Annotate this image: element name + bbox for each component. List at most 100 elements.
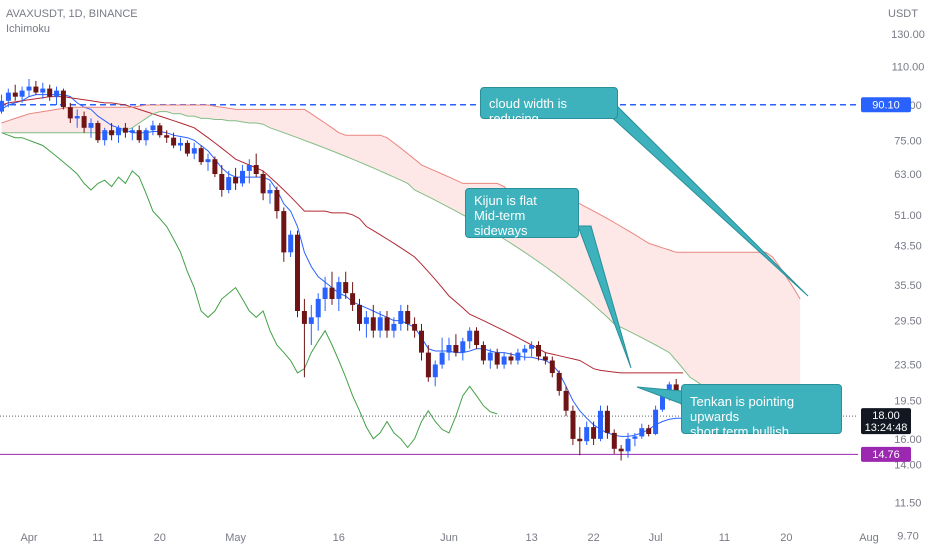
price-tag-countdown: 13:24:48 bbox=[865, 422, 908, 434]
cloud-segment bbox=[352, 135, 360, 163]
indicator-title: Ichimoku bbox=[6, 23, 51, 35]
cloud-segment bbox=[690, 252, 697, 382]
callout-kijun[interactable]: Kijun is flat Mid-term sideways bbox=[465, 188, 579, 238]
cloud-segment bbox=[793, 287, 801, 389]
cloud-segment bbox=[29, 112, 36, 133]
candle-body bbox=[157, 125, 163, 136]
cloud-segment bbox=[655, 245, 663, 349]
candle-body bbox=[267, 190, 273, 194]
y-tick-label: 35.50 bbox=[894, 280, 922, 292]
cloud-segment bbox=[752, 252, 759, 401]
cloud-segment bbox=[449, 177, 456, 212]
candle-body bbox=[563, 390, 569, 411]
price-tag-18.00 bbox=[861, 408, 911, 435]
price-tag-value: 14.76 bbox=[872, 449, 900, 461]
cloud-segment bbox=[166, 105, 174, 114]
candle-body bbox=[646, 428, 652, 434]
candle-body bbox=[515, 352, 521, 361]
cloud-segment bbox=[276, 109, 284, 133]
cloud-segment bbox=[249, 109, 257, 123]
cloud-segment bbox=[15, 116, 23, 133]
cloud-segment bbox=[49, 109, 57, 133]
candle-body bbox=[522, 348, 528, 353]
candle-body bbox=[384, 317, 390, 331]
candle-body bbox=[474, 330, 480, 345]
x-tick-label: Jun bbox=[440, 532, 458, 544]
candle-body bbox=[198, 148, 204, 163]
price-axis[interactable]: 9.70 11.50 14.00 16.00 19.50 23.50 29.50 35.50 4… bbox=[891, 29, 925, 543]
price-tag-90.10 bbox=[861, 97, 911, 113]
cloud-segment bbox=[125, 107, 133, 131]
line-chikou bbox=[1, 132, 498, 449]
price-tag-value: 90.10 bbox=[872, 99, 900, 111]
cloud-segment bbox=[228, 108, 236, 121]
candle-body bbox=[178, 142, 183, 146]
x-tick-label: 13 bbox=[525, 532, 537, 544]
x-tick-label: May bbox=[225, 532, 246, 544]
candle-body bbox=[12, 92, 18, 97]
cloud-segment bbox=[765, 252, 773, 396]
cloud-segment bbox=[779, 266, 787, 389]
cloud-segment bbox=[662, 247, 670, 353]
candle-body bbox=[95, 123, 101, 141]
cloud-segment bbox=[1, 120, 9, 133]
candle-body bbox=[529, 345, 535, 349]
candle-body bbox=[453, 345, 459, 353]
cloud-segment bbox=[214, 106, 222, 120]
candle-body bbox=[549, 360, 555, 373]
candle-body bbox=[253, 165, 259, 174]
price-tag-value: 18.00 bbox=[872, 410, 900, 422]
candle-body bbox=[591, 427, 597, 439]
cloud-segment bbox=[325, 123, 332, 151]
candle-body bbox=[666, 384, 672, 394]
currency-label: USDT bbox=[888, 8, 918, 20]
cloud-segment bbox=[634, 234, 642, 338]
cloud-segment bbox=[696, 252, 704, 387]
cloud-segment bbox=[297, 109, 305, 141]
cloud-segment bbox=[772, 257, 780, 391]
candle-body bbox=[419, 330, 424, 353]
candle-body bbox=[315, 298, 321, 318]
cloud-segment bbox=[283, 109, 291, 136]
cloud-segment bbox=[731, 252, 739, 401]
cloud-segment bbox=[235, 109, 243, 122]
cloud-segment bbox=[56, 108, 64, 133]
callout-tenkan[interactable]: Tenkan is pointing upwards short term bu… bbox=[681, 384, 842, 439]
candle-body bbox=[288, 234, 294, 253]
candle-body bbox=[274, 190, 280, 212]
y-tick-label: 11.50 bbox=[895, 498, 922, 510]
candle-body bbox=[611, 432, 617, 449]
candle-body bbox=[184, 142, 190, 154]
x-tick-label: Jul bbox=[649, 532, 663, 544]
cloud-segment bbox=[118, 107, 126, 132]
cloud-segment bbox=[414, 159, 422, 194]
cloud-segment bbox=[373, 135, 381, 171]
callout-tenkan-line-1: Tenkan is pointing upwards bbox=[690, 394, 795, 424]
time-axis[interactable]: Apr 11 20 May 16 Jun 13 22 Jul 11 20 Aug bbox=[20, 532, 878, 544]
candle-body bbox=[570, 410, 576, 439]
cloud-segment bbox=[42, 110, 50, 133]
cloud-segment bbox=[407, 153, 415, 190]
candle-body bbox=[467, 330, 473, 342]
cloud-segment bbox=[159, 105, 167, 112]
candle-body bbox=[653, 409, 659, 434]
candle-body bbox=[205, 159, 211, 163]
y-tick-label: 110.00 bbox=[892, 61, 925, 73]
cloud-segment bbox=[22, 113, 29, 133]
cloud-segment bbox=[359, 135, 367, 165]
cloud-segment bbox=[648, 243, 656, 345]
callout-cloud-width[interactable]: cloud width is reducing bbox=[480, 87, 618, 126]
callout-kijun-line-1: Kijun is flat bbox=[474, 193, 537, 208]
y-tick-label: 51.00 bbox=[894, 210, 922, 222]
cloud-segment bbox=[717, 252, 725, 398]
candle-body bbox=[446, 345, 452, 353]
candle-body bbox=[136, 130, 142, 141]
cloud-segment bbox=[710, 252, 718, 396]
cloud-segment bbox=[745, 252, 752, 401]
cloud-segment bbox=[263, 109, 270, 128]
x-tick-label: Aug bbox=[859, 532, 879, 544]
x-tick-label: 20 bbox=[154, 532, 166, 544]
